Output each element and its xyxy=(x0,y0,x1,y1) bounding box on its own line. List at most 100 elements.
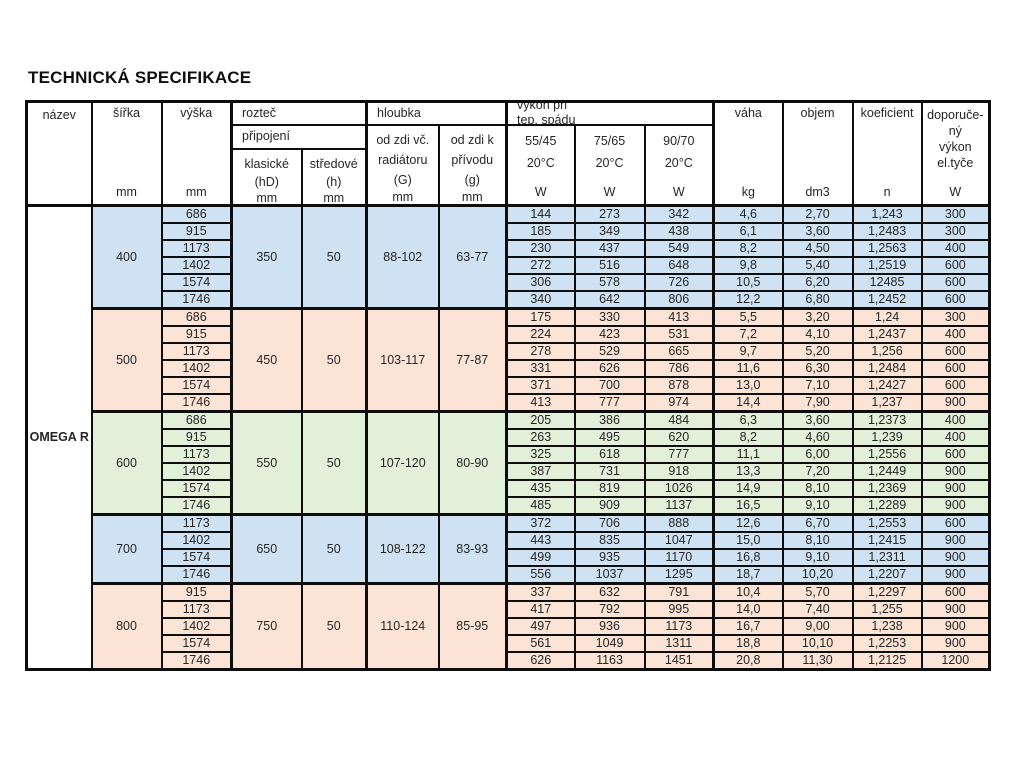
weight-cell: 16,8 xyxy=(712,548,784,567)
recommended-power-cell: 600 xyxy=(920,342,991,361)
volume-cell: 6,30 xyxy=(781,359,854,378)
height-cell: 1173 xyxy=(160,600,233,619)
coefficient-cell: 1,2556 xyxy=(851,445,923,464)
power-5545-cell: 499 xyxy=(505,548,576,567)
weight-cell: 14,9 xyxy=(712,479,784,498)
spec-row: 1746 340 642 806 12,2 6,80 1,2452 600 xyxy=(27,290,991,310)
volume-cell: 6,70 xyxy=(781,513,854,533)
coefficient-cell: 1,2297 xyxy=(851,582,923,602)
height-cell: 1402 xyxy=(160,531,233,550)
weight-cell: 10,5 xyxy=(712,273,784,292)
power-5545-cell: 144 xyxy=(505,204,576,224)
power-9070-cell: 791 xyxy=(643,582,715,602)
spec-row: 1746 413 777 974 14,4 7,90 1,237 900 xyxy=(27,393,991,413)
spec-table-body: OMEGA R 400 686 350 50 88-102 63-77 144 273 342 4,… xyxy=(25,204,991,671)
volume-cell: 3,20 xyxy=(781,307,854,327)
power-9070-cell: 665 xyxy=(643,342,715,361)
power-7565-cell: 495 xyxy=(573,428,646,447)
spec-row: 700 1173 650 50 108-122 83-93 372 706 888 12,6 6,7… xyxy=(27,513,991,585)
recommended-power-cell: 600 xyxy=(920,376,991,395)
weight-cell: 8,2 xyxy=(712,239,784,258)
spec-row: 1574 561 1049 1311 18,8 10,10 1,2253 900 xyxy=(27,634,991,653)
power-9070-cell: 1026 xyxy=(643,479,715,498)
weight-cell: 8,2 xyxy=(712,428,784,447)
coefficient-cell: 1,2289 xyxy=(851,496,923,516)
spec-row: 915 224 423 531 7,2 4,10 1,2437 400 xyxy=(27,325,991,344)
coefficient-cell: 1,2373 xyxy=(851,410,923,430)
recommended-power-cell: 900 xyxy=(920,462,991,481)
depth-g-cell: 80-90 xyxy=(437,410,508,516)
header-label: doporuče- ný výkon el.tyče xyxy=(927,108,984,170)
recommended-power-cell: 900 xyxy=(920,634,991,653)
weight-cell: 12,2 xyxy=(712,290,784,310)
power-5545-cell: 371 xyxy=(505,376,576,395)
header-label: objem xyxy=(800,106,835,120)
coefficient-cell: 1,24 xyxy=(851,307,923,327)
recommended-power-cell: 400 xyxy=(920,428,991,447)
volume-cell: 4,60 xyxy=(781,428,854,447)
volume-cell: 3,60 xyxy=(781,222,854,241)
power-9070-cell: 484 xyxy=(643,410,715,430)
power-9070-cell: 648 xyxy=(643,256,715,275)
header-unit: mm xyxy=(116,185,137,199)
coefficient-cell: 1,2125 xyxy=(851,651,923,671)
coefficient-cell: 1,2519 xyxy=(851,256,923,275)
header-unit: W xyxy=(672,185,685,199)
power-9070-cell: 974 xyxy=(643,393,715,413)
power-5545-cell: 224 xyxy=(505,325,576,344)
power-7565-cell: 618 xyxy=(573,445,646,464)
recommended-power-cell: 600 xyxy=(920,445,991,464)
coefficient-cell: 1,243 xyxy=(851,204,923,224)
spec-row: 1402 497 936 1173 16,7 9,00 1,238 900 xyxy=(27,617,991,636)
weight-cell: 14,4 xyxy=(712,393,784,413)
spec-row: 1746 485 909 1137 16,5 9,10 1,2289 900 xyxy=(27,496,991,516)
recommended-power-cell: 300 xyxy=(920,222,991,241)
recommended-power-cell: 400 xyxy=(920,325,991,344)
power-9070-cell: 888 xyxy=(643,513,715,533)
power-5545-cell: 278 xyxy=(505,342,576,361)
header-label: od zdi vč. radiátoru (G) xyxy=(376,133,430,187)
coefficient-cell: 1,2553 xyxy=(851,513,923,533)
power-7565-cell: 330 xyxy=(573,307,646,327)
coefficient-cell: 1,238 xyxy=(851,617,923,636)
power-9070-cell: 438 xyxy=(643,222,715,241)
power-5545-cell: 230 xyxy=(505,239,576,258)
height-cell: 686 xyxy=(160,307,233,327)
header-label: klasické (hD) xyxy=(244,156,289,189)
col-group-roztec: rozteč xyxy=(229,100,368,126)
height-cell: 1173 xyxy=(160,239,233,258)
header-label: 75/65 20°C xyxy=(593,134,626,170)
power-7565-cell: 1037 xyxy=(573,565,646,585)
power-5545-cell: 497 xyxy=(505,617,576,636)
height-cell: 1402 xyxy=(160,256,233,275)
height-cell: 1574 xyxy=(160,376,233,395)
weight-cell: 9,8 xyxy=(712,256,784,275)
header-unit: kg xyxy=(741,185,755,199)
depth-G-cell: 103-117 xyxy=(365,307,440,413)
power-5545-cell: 175 xyxy=(505,307,576,327)
recommended-power-cell: 400 xyxy=(920,410,991,430)
pitch-central-cell: 50 xyxy=(300,513,368,585)
header-row-3: klasické (hD) mm středové (h) mm xyxy=(27,147,990,207)
power-5545-cell: 325 xyxy=(505,445,576,464)
coefficient-cell: 1,2437 xyxy=(851,325,923,344)
weight-cell: 18,8 xyxy=(712,634,784,653)
height-cell: 1173 xyxy=(160,342,233,361)
height-cell: 915 xyxy=(160,222,233,241)
volume-cell: 9,10 xyxy=(781,496,854,516)
header-unit: dm3 xyxy=(805,185,830,199)
power-5545-cell: 626 xyxy=(505,651,576,671)
power-9070-cell: 777 xyxy=(643,445,715,464)
volume-cell: 7,90 xyxy=(781,393,854,413)
spec-row: 1574 306 578 726 10,5 6,20 12485 600 xyxy=(27,273,991,292)
weight-cell: 4,6 xyxy=(712,204,784,224)
power-9070-cell: 1047 xyxy=(643,531,715,550)
weight-cell: 5,5 xyxy=(712,307,784,327)
weight-cell: 11,6 xyxy=(712,359,784,378)
header-label: koeficient xyxy=(860,106,914,120)
spec-row: 1402 331 626 786 11,6 6,30 1,2484 600 xyxy=(27,359,991,378)
spec-row: 1173 325 618 777 11,1 6,00 1,2556 600 xyxy=(27,445,991,464)
pitch-classic-cell: 550 xyxy=(230,410,303,516)
recommended-power-cell: 600 xyxy=(920,256,991,275)
spec-row: 500 686 450 50 103-117 77-87 175 330 413 5,5 3,20 1… xyxy=(27,307,991,413)
